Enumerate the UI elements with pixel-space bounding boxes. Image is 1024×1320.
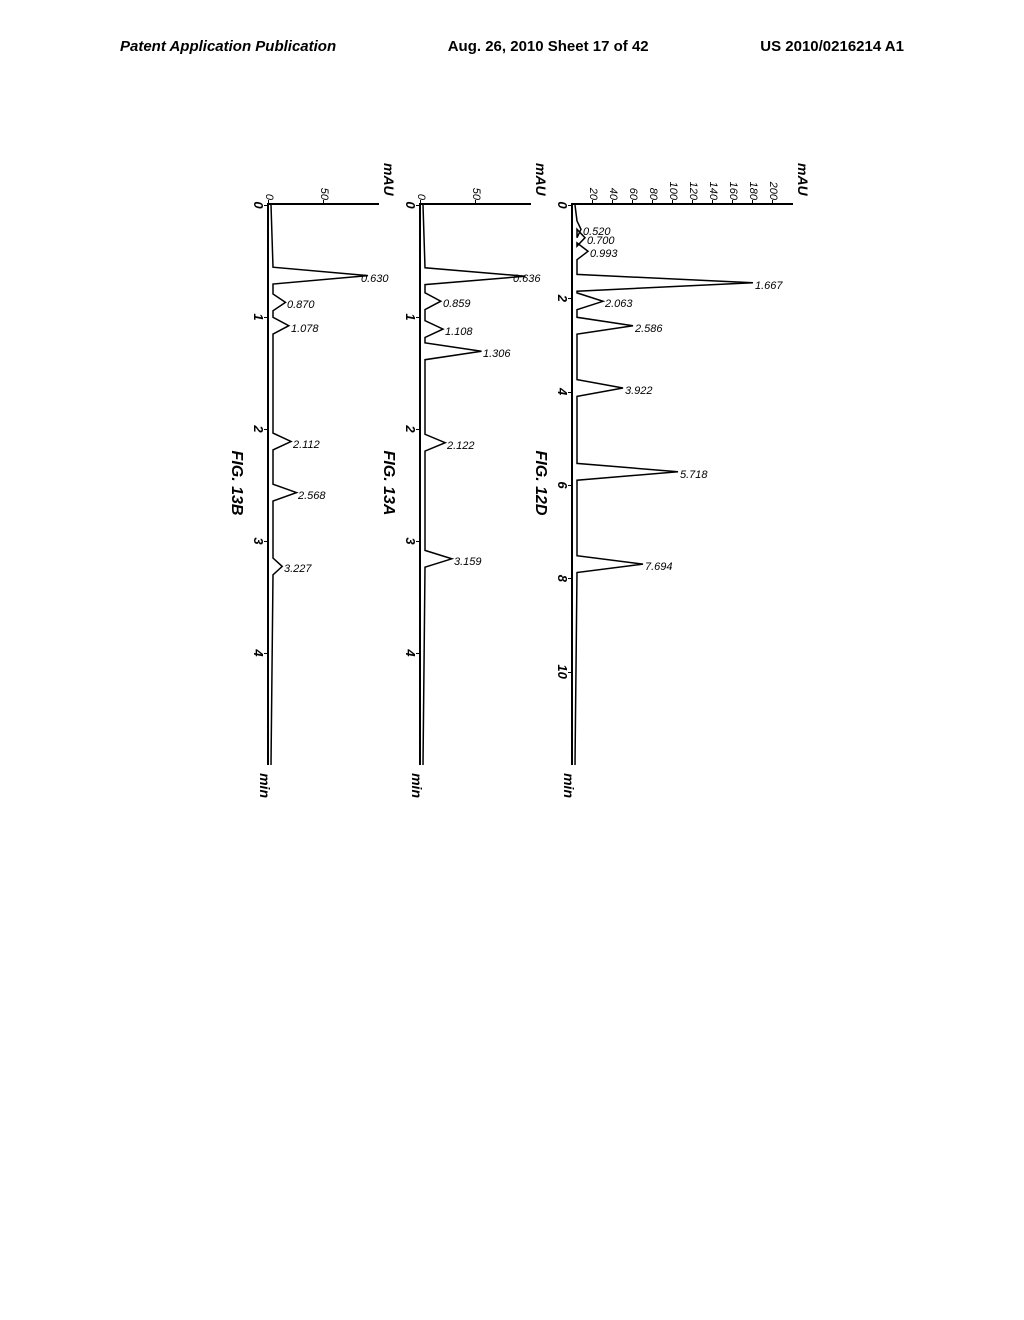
y-tick-mark [475, 200, 476, 205]
x-tick-mark [568, 392, 573, 393]
chart-13a: 050012340.6360.8591.1081.3062.1223.159 [419, 203, 531, 765]
header-left: Patent Application Publication [120, 38, 336, 55]
chart-12d-y-label: mAU [795, 163, 811, 196]
y-tick-label: 50 [470, 170, 482, 200]
peak-label: 0.630 [361, 273, 389, 285]
peak-label: 0.870 [288, 299, 316, 311]
y-tick-label: 60 [627, 170, 639, 200]
chart-13b-y-label: mAU [381, 163, 397, 196]
peak-label: 0.859 [443, 298, 471, 310]
x-tick-mark [264, 653, 269, 654]
y-tick-label: 200 [767, 170, 779, 200]
peak-label: 2.568 [299, 490, 327, 502]
peak-label: 1.078 [291, 323, 319, 335]
header-center: Aug. 26, 2010 Sheet 17 of 42 [448, 38, 649, 55]
y-tick-mark [672, 200, 673, 205]
y-tick-label: 0 [415, 170, 427, 200]
y-tick-label: 160 [727, 170, 739, 200]
x-tick-mark [416, 541, 421, 542]
y-tick-mark [752, 200, 753, 205]
chart-13b-line [269, 205, 379, 765]
chart-13a-line [421, 205, 531, 765]
y-tick-mark [692, 200, 693, 205]
header-right: US 2010/0216214 A1 [760, 38, 904, 55]
y-tick-mark [323, 200, 324, 205]
peak-label: 2.112 [293, 439, 320, 451]
x-tick-mark [264, 429, 269, 430]
peak-label: 2.122 [447, 440, 475, 452]
chart-12d-figure-label: FIG. 12D [531, 451, 549, 516]
peak-label: 0.636 [513, 273, 541, 285]
peak-label: 2.063 [605, 298, 633, 310]
peak-label: 7.694 [645, 561, 673, 573]
y-tick-mark [612, 200, 613, 205]
x-tick-mark [416, 653, 421, 654]
y-tick-mark [712, 200, 713, 205]
x-tick-mark [264, 317, 269, 318]
x-tick-mark [568, 205, 573, 206]
peak-label: 3.159 [454, 556, 482, 568]
chart-13a-x-label: min [409, 773, 425, 798]
chart-13b-x-label: min [257, 773, 273, 798]
y-tick-label: 50 [318, 170, 330, 200]
x-tick-mark [568, 485, 573, 486]
y-tick-label: 180 [747, 170, 759, 200]
chart-13b: 050012340.6300.8701.0782.1122.5683.227 [267, 203, 379, 765]
y-tick-label: 0 [263, 170, 275, 200]
y-tick-label: 120 [687, 170, 699, 200]
x-tick-mark [568, 672, 573, 673]
x-tick-mark [264, 541, 269, 542]
y-tick-label: 100 [667, 170, 679, 200]
y-tick-mark [592, 200, 593, 205]
y-tick-mark [732, 200, 733, 205]
peak-label: 0.700 [587, 235, 615, 247]
y-tick-label: 140 [707, 170, 719, 200]
y-tick-label: 40 [607, 170, 619, 200]
chart-12d: 2040608010012014016018020002468100.5200.… [571, 203, 793, 765]
y-tick-mark [632, 200, 633, 205]
peak-label: 3.227 [284, 563, 312, 575]
chart-13b-wrapper: mAU 050012340.6300.8701.0782.1122.5683.2… [267, 203, 379, 763]
chart-13b-figure-label: FIG. 13B [227, 451, 245, 516]
peak-label: 0.993 [590, 248, 618, 260]
peak-label: 1.306 [484, 348, 512, 360]
chart-13a-figure-label: FIG. 13A [379, 451, 397, 516]
x-tick-mark [568, 298, 573, 299]
chart-12d-x-label: min [561, 773, 577, 798]
chart-12d-wrapper: mAU 2040608010012014016018020002468100.5… [571, 203, 793, 763]
y-tick-mark [652, 200, 653, 205]
x-tick-mark [568, 578, 573, 579]
charts-container: mAU 2040608010012014016018020002468100.5… [227, 203, 793, 763]
peak-label: 1.667 [755, 280, 783, 292]
peak-label: 5.718 [680, 469, 708, 481]
page-header: Patent Application Publication Aug. 26, … [0, 38, 1024, 55]
x-tick-mark [416, 317, 421, 318]
chart-13a-wrapper: mAU 050012340.6360.8591.1081.3062.1223.1… [419, 203, 531, 763]
chart-13a-y-label: mAU [533, 163, 549, 196]
y-tick-label: 20 [587, 170, 599, 200]
x-tick-mark [416, 205, 421, 206]
y-tick-label: 80 [647, 170, 659, 200]
peak-label: 1.108 [445, 326, 473, 338]
x-tick-mark [264, 205, 269, 206]
peak-label: 2.586 [635, 323, 663, 335]
x-tick-mark [416, 429, 421, 430]
peak-label: 3.922 [625, 385, 653, 397]
y-tick-mark [772, 200, 773, 205]
